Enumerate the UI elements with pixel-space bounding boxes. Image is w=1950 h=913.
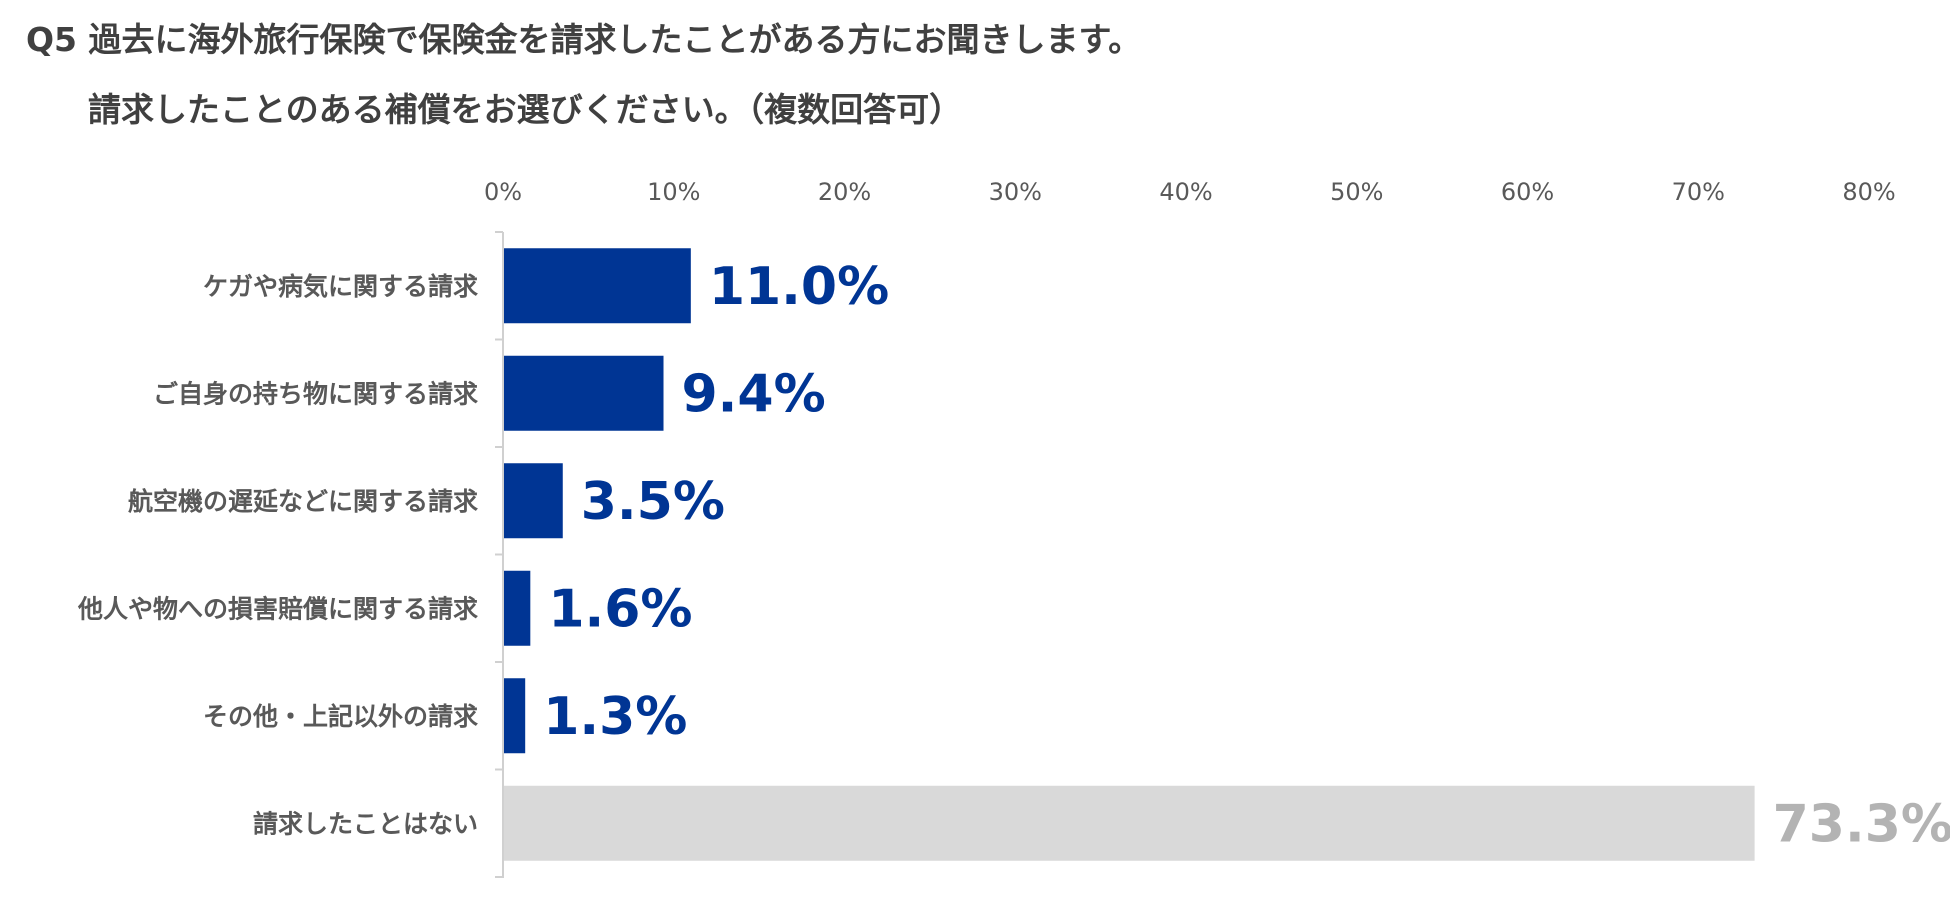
bar: [504, 463, 563, 539]
data-label: 3.5%: [581, 472, 725, 532]
tick-labels: 0% 10% 20% 30% 40% 50% 60% 70% 80%: [484, 178, 1896, 206]
x-tick-label: 10%: [647, 178, 700, 206]
title-line-2: 請求したことのある補償をお選びください。（複数回答可）: [88, 90, 963, 129]
axis-layer: [495, 231, 504, 878]
data-label: 1.3%: [543, 687, 687, 747]
category-label: その他・上記以外の請求: [203, 702, 478, 731]
data-label: 9.4%: [682, 364, 826, 424]
x-tick-label: 80%: [1842, 178, 1895, 206]
category-label: ケガや病気に関する請求: [203, 272, 478, 301]
x-tick-label: 40%: [1159, 178, 1212, 206]
bar: [504, 785, 1755, 861]
chart-title: Q5 過去に海外旅行保険で保険金を請求したことがある方にお聞きします。 請求した…: [26, 18, 1726, 132]
category-labels: ケガや病気に関する請求ご自身の持ち物に関する請求航空機の遅延などに関する請求他人…: [77, 272, 478, 839]
data-label: 1.6%: [548, 579, 692, 639]
category-label: 航空機の遅延などに関する請求: [128, 487, 478, 516]
bars: [504, 248, 1755, 861]
x-tick-label: 20%: [818, 178, 871, 206]
bar: [504, 355, 664, 431]
x-tick-label: 70%: [1672, 178, 1725, 206]
category-label: 他人や物への損害賠償に関する請求: [77, 594, 478, 623]
value-labels: 11.0% 9.4% 3.5% 1.6% 1.3% 73.3%: [543, 257, 1950, 855]
category-label: ご自身の持ち物に関する請求: [153, 379, 478, 408]
bar: [504, 570, 531, 646]
bar: [504, 248, 691, 324]
x-tick-label: 0%: [484, 178, 522, 206]
x-tick-label: 60%: [1501, 178, 1554, 206]
bar: [504, 678, 526, 754]
category-label: 請求したことはない: [253, 809, 478, 838]
x-tick-label: 50%: [1330, 178, 1383, 206]
title-line-1: Q5 過去に海外旅行保険で保険金を請求したことがある方にお聞きします。: [26, 20, 1142, 59]
data-label: 73.3%: [1773, 794, 1950, 854]
data-label: 11.0%: [709, 257, 889, 317]
x-tick-label: 30%: [989, 178, 1042, 206]
